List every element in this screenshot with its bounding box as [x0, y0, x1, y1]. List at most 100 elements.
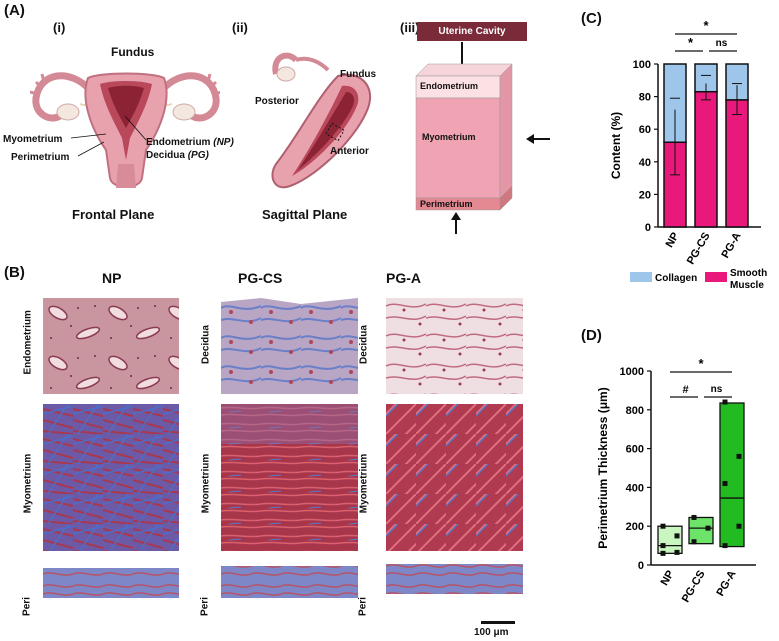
- chart-d-point: [691, 514, 697, 520]
- chart-d-box: [719, 402, 745, 548]
- sagittal-plane-label: Sagittal Plane: [262, 207, 348, 222]
- chart-c-ytick-label: 80: [639, 92, 651, 104]
- chart-d-ytick-label: 200: [626, 521, 644, 533]
- histology-np-perimetrium: [43, 560, 179, 600]
- row-decidua-cs-label: Decidua: [200, 325, 212, 364]
- histology-pg-a-myometrium: [386, 404, 523, 551]
- myometrium-label-frontal: Myometrium: [3, 134, 63, 145]
- chart-c-ytick-label: 0: [645, 222, 651, 234]
- myometrium-layer-label: Myometrium: [422, 132, 476, 142]
- chart-d-point: [736, 453, 742, 459]
- tissue-block-illustration: [415, 42, 513, 234]
- frontal-leader-lines: [70, 133, 107, 157]
- chart-c-legend-smooth-muscle-1: Smooth: [730, 268, 767, 279]
- chart-c-legend-swatch-smooth-muscle: [705, 272, 727, 282]
- uterus-sagittal-illustration: [271, 52, 371, 189]
- row-myometrium-a-label: Myometrium: [358, 453, 370, 514]
- panel-b-letter: (B): [4, 264, 25, 281]
- chart-d-ylabel: Perimetrium Thickness (μm): [596, 387, 610, 548]
- row-peri-cs-label: Peri: [199, 597, 211, 616]
- chart-c-category-label: PG-CS: [685, 231, 713, 267]
- chart-d-sig-right: ns: [711, 384, 723, 395]
- uterus-frontal-illustration: [30, 72, 220, 188]
- column-pg-cs-label: PG-CS: [238, 270, 283, 286]
- chart-c-ytick-label: 60: [639, 124, 651, 136]
- chart-d-point: [660, 543, 666, 549]
- histology-pg-a-perimetrium: [386, 560, 523, 600]
- chart-c-legend-swatch-collagen: [630, 272, 652, 282]
- chart-d-point: [691, 539, 697, 545]
- chart-d-point: [674, 533, 680, 539]
- chart-d-point: [736, 523, 742, 529]
- panel-a-i-number: (i): [53, 20, 66, 35]
- chart-d-point: [660, 523, 666, 529]
- fundus-label-sagittal: Fundus: [340, 69, 377, 80]
- panel-c-letter: (C): [581, 10, 602, 27]
- endometrium-layer-label: Endometrium: [420, 81, 479, 91]
- chart-d-box: [657, 525, 683, 555]
- chart-c-ytick-label: 20: [639, 189, 651, 201]
- chart-d-category-label: PG-A: [714, 568, 738, 598]
- chart-c-legend-smooth-muscle-2: Muscle: [730, 280, 764, 291]
- row-endometrium-label: Endometrium: [22, 310, 34, 375]
- endometrium-leader-line: [124, 115, 147, 141]
- chart-d-sig-top: *: [698, 356, 704, 371]
- frontal-plane-label: Frontal Plane: [72, 207, 155, 222]
- chart-c-category-label: NP: [664, 231, 682, 250]
- histology-np-myometrium: [43, 404, 179, 551]
- row-decidua-a-label: Decidua: [358, 325, 370, 364]
- chart-d-point: [674, 549, 680, 555]
- chart-c-sig-left: *: [688, 35, 694, 50]
- endometrium-label-frontal: Endometrium (NP): [146, 137, 234, 148]
- histology-pg-cs-myometrium: [221, 404, 358, 551]
- row-myometrium-cs-label: Myometrium: [200, 453, 212, 514]
- histology-pg-cs-decidua: [221, 298, 358, 394]
- chart-c-bar-smooth-muscle: [725, 99, 749, 228]
- chart-d-ytick-label: 600: [626, 444, 644, 456]
- chart-d-point: [660, 550, 666, 556]
- chart-d-ytick-label: 1000: [620, 366, 644, 378]
- chart-d-ytick-label: 800: [626, 405, 644, 417]
- panel-a-letter: (A): [4, 2, 25, 19]
- anterior-label: Anterior: [330, 146, 369, 157]
- chart-d-category-label: NP: [659, 569, 677, 588]
- chart-d-point: [722, 543, 728, 549]
- chart-c-stacked-bar: 0 20 40 60 80 100 Content (%) NP PG-CS PG-A * * ns Co…: [609, 18, 767, 291]
- chart-d-point: [705, 525, 711, 531]
- histology-np-endometrium: [43, 298, 179, 394]
- panel-d-letter: (D): [581, 327, 602, 344]
- chart-c-legend-collagen: Collagen: [655, 273, 697, 284]
- column-np-label: NP: [102, 270, 122, 286]
- fundus-label-frontal: Fundus: [111, 45, 155, 59]
- chart-d-point: [722, 399, 728, 405]
- decidua-label-frontal: Decidua (PG): [146, 150, 209, 161]
- perimetrium-layer-label: Perimetrium: [420, 199, 473, 209]
- panel-a-ii-number: (ii): [232, 20, 248, 35]
- row-peri-a-label: Peri: [357, 597, 369, 616]
- chart-c-bar-smooth-muscle: [694, 90, 718, 228]
- posterior-label: Posterior: [255, 96, 299, 107]
- perimetrium-label-frontal: Perimetrium: [11, 152, 70, 163]
- chart-c-ylabel: Content (%): [609, 112, 623, 179]
- histology-pg-cs-perimetrium: [221, 560, 358, 600]
- chart-c-ytick-label: 100: [633, 59, 651, 71]
- panel-a-iii-number: (iii): [400, 20, 420, 35]
- column-pg-a-label: PG-A: [386, 270, 421, 286]
- row-myometrium-np-label: Myometrium: [22, 453, 34, 514]
- chart-d-ytick-label: 0: [638, 560, 644, 572]
- myometrium-arrow: [526, 134, 550, 144]
- chart-d-point: [722, 481, 728, 487]
- chart-d-box-plot: 0 200 400 600 800 1000 Perimetrium Thickness (…: [596, 356, 756, 605]
- histology-pg-a-decidua: [386, 298, 523, 394]
- chart-d-ytick-label: 400: [626, 482, 644, 494]
- chart-d-sig-left: #: [682, 384, 688, 396]
- row-peri-np-label: Peri: [21, 597, 33, 616]
- chart-c-sig-top: *: [703, 18, 709, 33]
- uterine-cavity-box: Uterine Cavity: [417, 22, 527, 41]
- chart-c-ytick-label: 40: [639, 157, 651, 169]
- scale-bar: [481, 621, 515, 624]
- chart-c-sig-right: ns: [716, 38, 728, 49]
- chart-c-category-label: PG-A: [719, 230, 743, 260]
- scale-bar-label: 100 μm: [474, 627, 509, 638]
- chart-d-category-label: PG-CS: [680, 569, 708, 605]
